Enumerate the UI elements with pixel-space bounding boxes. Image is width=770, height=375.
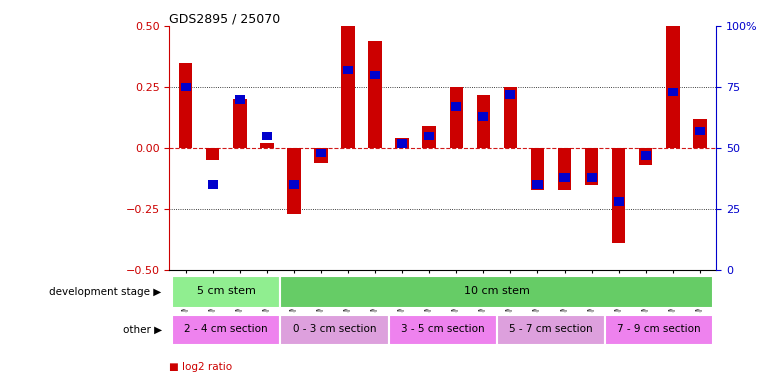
Text: 3 - 5 cm section: 3 - 5 cm section bbox=[401, 324, 484, 334]
Bar bbox=[585, 148, 598, 185]
Bar bbox=[450, 87, 463, 148]
Bar bbox=[504, 87, 517, 148]
Bar bbox=[605, 315, 713, 345]
Bar bbox=[532, 180, 543, 189]
Bar bbox=[497, 315, 605, 345]
Bar bbox=[316, 149, 326, 157]
Bar bbox=[389, 315, 497, 345]
Bar bbox=[233, 99, 246, 148]
Text: 5 cm stem: 5 cm stem bbox=[197, 286, 256, 296]
Bar bbox=[280, 276, 713, 308]
Bar bbox=[423, 126, 436, 148]
Bar bbox=[587, 173, 597, 182]
Bar bbox=[397, 139, 407, 147]
Bar bbox=[477, 94, 490, 148]
Bar bbox=[179, 63, 192, 148]
Bar bbox=[208, 180, 218, 189]
Bar bbox=[172, 315, 280, 345]
Bar bbox=[612, 148, 625, 243]
Bar bbox=[695, 127, 705, 135]
Bar bbox=[206, 148, 219, 160]
Bar bbox=[395, 138, 409, 148]
Text: 2 - 4 cm section: 2 - 4 cm section bbox=[185, 324, 268, 334]
Text: development stage ▶: development stage ▶ bbox=[49, 286, 162, 297]
Bar bbox=[343, 66, 353, 74]
Bar bbox=[172, 276, 280, 308]
Bar bbox=[235, 95, 245, 104]
Bar bbox=[368, 41, 382, 148]
Bar bbox=[531, 148, 544, 190]
Bar bbox=[560, 173, 570, 182]
Bar bbox=[693, 119, 707, 148]
Bar bbox=[314, 148, 328, 163]
Bar bbox=[666, 26, 680, 148]
Bar bbox=[260, 143, 273, 148]
Bar bbox=[341, 26, 355, 148]
Text: other ▶: other ▶ bbox=[122, 325, 162, 335]
Bar bbox=[557, 148, 571, 190]
Bar bbox=[451, 102, 461, 111]
Bar bbox=[262, 132, 272, 140]
Bar bbox=[641, 151, 651, 160]
Text: 0 - 3 cm section: 0 - 3 cm section bbox=[293, 324, 377, 334]
Text: 7 - 9 cm section: 7 - 9 cm section bbox=[618, 324, 701, 334]
Bar bbox=[424, 132, 434, 140]
Text: 10 cm stem: 10 cm stem bbox=[464, 286, 530, 296]
Bar bbox=[370, 71, 380, 79]
Bar bbox=[280, 315, 389, 345]
Text: 5 - 7 cm section: 5 - 7 cm section bbox=[509, 324, 593, 334]
Bar bbox=[639, 148, 652, 165]
Bar bbox=[180, 83, 191, 92]
Bar bbox=[478, 112, 488, 121]
Text: ■ log2 ratio: ■ log2 ratio bbox=[169, 362, 233, 372]
Bar bbox=[668, 88, 678, 96]
Bar bbox=[289, 180, 299, 189]
Bar bbox=[287, 148, 300, 214]
Text: GDS2895 / 25070: GDS2895 / 25070 bbox=[169, 12, 280, 25]
Bar bbox=[505, 90, 515, 99]
Bar bbox=[614, 198, 624, 206]
